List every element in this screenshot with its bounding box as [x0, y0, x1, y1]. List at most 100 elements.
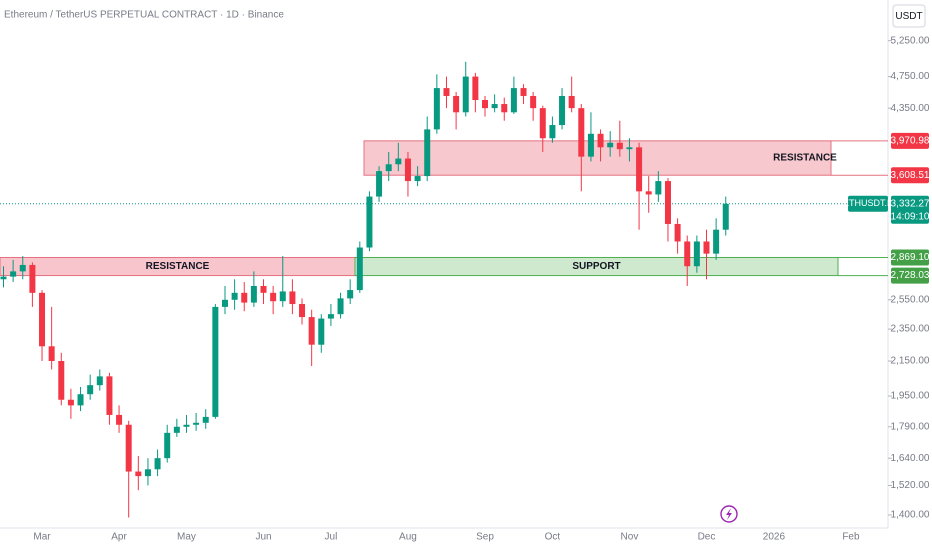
candle-body [58, 361, 65, 400]
candle-body [241, 292, 248, 303]
y-tick-label: 1,520.00 [891, 480, 930, 491]
candle-body [0, 276, 7, 280]
candle-body [48, 346, 55, 362]
candle-body [39, 292, 46, 347]
x-tick-label: 2026 [763, 532, 786, 543]
x-tick-label: Oct [545, 532, 561, 543]
y-tick-label: 1,950.00 [891, 391, 930, 402]
price-tag-label: 2,869.10 [891, 252, 930, 263]
candle-body [164, 432, 171, 459]
zone [363, 140, 832, 176]
x-tick-label: Aug [399, 532, 417, 543]
zone-label: SUPPORT [572, 261, 620, 272]
y-tick-label: 5,250.00 [891, 35, 930, 46]
candle-body [597, 133, 604, 148]
price-tag-label: 3,970.98 [891, 135, 930, 146]
countdown-label: 14:09:10 [891, 211, 930, 222]
zone-label: RESISTANCE [146, 261, 210, 272]
candle-body [385, 164, 392, 172]
x-tick-label: Apr [111, 532, 127, 543]
candle-body [193, 422, 200, 425]
candle-body [713, 229, 720, 254]
candle-body [67, 399, 74, 406]
candle-body [568, 95, 575, 109]
candle-body [212, 306, 219, 417]
candle-body [337, 298, 344, 315]
x-tick-label: Jul [325, 532, 338, 543]
candle-body [655, 181, 662, 195]
x-tick-label: May [177, 532, 196, 543]
candle-body [125, 424, 132, 472]
candle-body [616, 142, 623, 150]
candle-body [19, 264, 26, 272]
candle-body [462, 76, 469, 113]
y-tick-label: 2,350.00 [891, 324, 930, 335]
y-tick-label: 1,400.00 [891, 510, 930, 521]
candle-body [366, 196, 373, 248]
candle-body [433, 88, 440, 130]
candle-body [154, 458, 161, 470]
candle-body [539, 108, 546, 139]
y-tick-label: 4,750.00 [891, 71, 930, 82]
x-tick-label: Jun [255, 532, 271, 543]
candle-body [510, 88, 517, 113]
chart-title: Ethereum / TetherUS PERPETUAL CONTRACT ·… [4, 10, 284, 21]
candle-body [10, 271, 17, 277]
zone [354, 256, 839, 277]
price-tag [891, 167, 929, 184]
x-tick-label: Dec [698, 532, 716, 543]
candle-body [684, 241, 691, 267]
candle-body [404, 158, 411, 182]
currency-button[interactable] [892, 4, 926, 28]
candle-body [453, 95, 460, 113]
price-tag-label: 2,728.03 [891, 270, 930, 281]
price-tag [891, 267, 929, 284]
y-tick-label: 1,790.00 [891, 421, 930, 432]
price-tag-label: 3,608.51 [891, 170, 930, 181]
candle-body [135, 471, 142, 477]
candle-body [260, 285, 267, 293]
candle-body [530, 95, 537, 109]
candle-body [250, 285, 257, 303]
currency-label[interactable]: USDT [895, 11, 922, 22]
candle-body [491, 104, 498, 109]
x-tick-label: Sep [476, 532, 494, 543]
candle-body [376, 171, 383, 197]
price-tag [891, 195, 929, 224]
candle-body [270, 292, 277, 302]
candle-body [578, 108, 585, 157]
candle-body [607, 142, 614, 148]
x-tick-label: Mar [33, 532, 51, 543]
x-tick-label: Nov [621, 532, 639, 543]
candle-body [501, 104, 508, 113]
candle-body [414, 176, 421, 182]
y-tick-label: 2,150.00 [891, 356, 930, 367]
price-tag [891, 132, 929, 149]
lightning-icon[interactable] [720, 505, 738, 523]
candle-body [116, 414, 123, 425]
candle-body [327, 314, 334, 319]
candle-body [424, 129, 431, 177]
candle-body [587, 133, 594, 157]
candle-body [299, 304, 306, 318]
candle-body [482, 99, 488, 109]
candle-body [347, 290, 354, 299]
price-tag [891, 249, 929, 266]
candle-body [703, 241, 710, 254]
candle-body [626, 147, 633, 150]
candle-body [520, 88, 527, 96]
candle-body [356, 247, 363, 291]
zone-label: RESISTANCE [773, 153, 837, 164]
candle-body [318, 318, 325, 345]
candle-body [549, 125, 556, 139]
candle-body [289, 291, 296, 305]
candle-body [674, 223, 681, 242]
candle-body [183, 424, 190, 427]
symbol-label: ETHUSDT.P [843, 198, 893, 208]
candle-body [636, 147, 643, 192]
candle-body [173, 426, 180, 433]
candle-body [308, 317, 315, 345]
price-tag-label: 3,332.27 [891, 198, 930, 209]
candle-body [443, 88, 450, 96]
candle-body [664, 181, 671, 224]
